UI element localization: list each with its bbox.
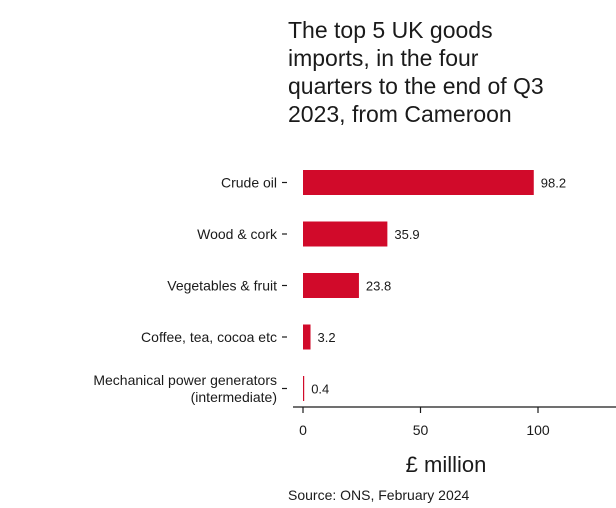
value-label: 0.4 [311, 382, 329, 397]
category-label: (intermediate) [191, 389, 277, 405]
value-label: 23.8 [366, 279, 391, 294]
title-line: imports, in the four [288, 45, 479, 71]
value-label: 98.2 [541, 176, 566, 191]
title-line: quarters to the end of Q3 [288, 73, 544, 99]
value-labels: 98.2 35.9 23.8 3.2 0.4 [311, 176, 566, 397]
category-label: Crude oil [221, 175, 277, 191]
category-label: Mechanical power generators [93, 372, 277, 388]
bar [303, 376, 305, 401]
x-tick-label: 50 [413, 422, 429, 438]
bar [303, 170, 534, 195]
value-label: 3.2 [318, 330, 336, 345]
category-labels: Crude oil Wood & cork Vegetables & fruit Co… [93, 175, 287, 405]
category-label: Coffee, tea, cocoa etc [141, 329, 277, 345]
value-label: 35.9 [394, 227, 419, 242]
x-axis: 0 50 100 [293, 406, 616, 438]
bar [303, 324, 311, 350]
category-label: Vegetables & fruit [167, 278, 277, 294]
category-label: Wood & cork [197, 226, 278, 242]
bar [303, 221, 388, 247]
x-axis-title: £ million [406, 452, 487, 477]
title-line: 2023, from Cameroon [288, 101, 512, 127]
title-line: The top 5 UK goods [288, 17, 493, 43]
x-tick-label: 0 [299, 422, 307, 438]
bar [303, 273, 359, 298]
source-note: Source: ONS, February 2024 [288, 487, 470, 503]
x-tick-label: 100 [526, 422, 550, 438]
bars [303, 170, 534, 401]
